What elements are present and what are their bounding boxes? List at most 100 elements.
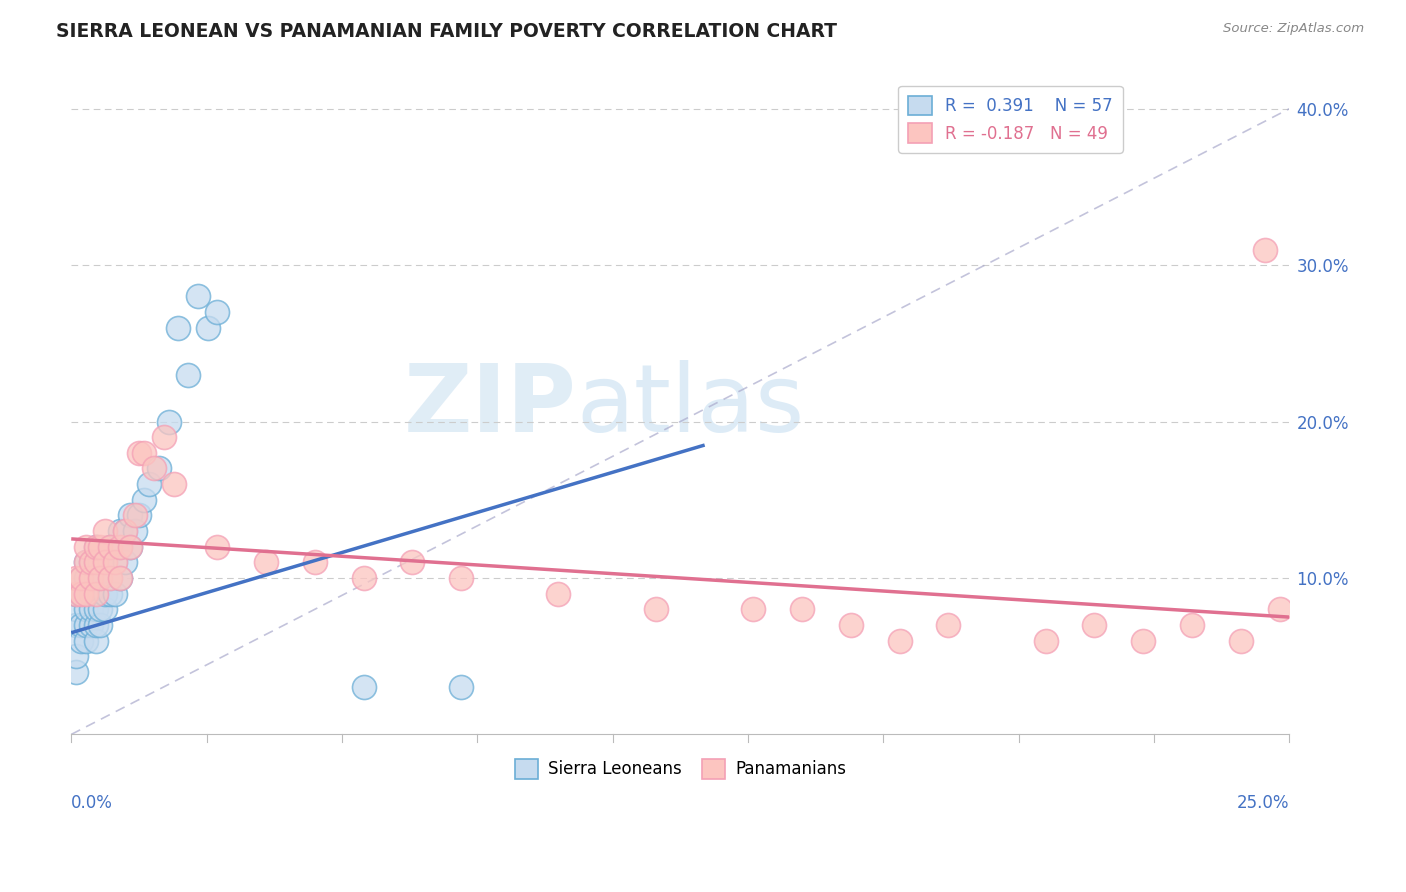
Point [89,571,111,585]
Point [70,587,93,601]
Point [98,571,121,585]
Point [108,540,131,554]
Point [1268,602,1291,616]
Point [70,633,93,648]
Point [84,602,107,616]
Point [65,571,87,585]
Point [197,320,219,334]
Legend: Sierra Leoneans, Panamanians: Sierra Leoneans, Panamanians [508,753,852,785]
Point [104,587,127,601]
Point [128,508,150,523]
Point [65,602,87,616]
Point [108,571,131,585]
Point [167,320,190,334]
Point [98,571,121,585]
Point [84,540,107,554]
Point [645,602,668,616]
Point [70,587,93,601]
Point [70,618,93,632]
Text: atlas: atlas [576,360,806,452]
Point [98,587,121,601]
Text: Source: ZipAtlas.com: Source: ZipAtlas.com [1223,22,1364,36]
Point [114,555,136,569]
Point [104,555,127,569]
Point [84,587,107,601]
Point [304,555,326,569]
Point [153,430,176,444]
Point [80,618,103,632]
Point [80,555,103,569]
Point [889,633,911,648]
Point [84,555,107,569]
Point [124,508,146,523]
Point [65,587,87,601]
Point [207,540,229,554]
Point [114,524,136,538]
Point [89,555,111,569]
Point [84,571,107,585]
Point [75,602,97,616]
Point [162,477,184,491]
Point [98,540,121,554]
Point [84,555,107,569]
Point [936,618,959,632]
Point [148,461,170,475]
Point [108,540,131,554]
Point [1083,618,1105,632]
Point [75,555,97,569]
Point [80,555,103,569]
Point [108,524,131,538]
Point [1132,633,1154,648]
Point [254,555,277,569]
Point [353,681,375,695]
Point [75,587,97,601]
Point [70,571,93,585]
Point [1229,633,1251,648]
Point [839,618,862,632]
Point [75,571,97,585]
Point [1181,618,1204,632]
Point [94,602,117,616]
Point [134,492,156,507]
Point [138,477,160,491]
Point [207,305,229,319]
Point [94,524,117,538]
Point [353,571,375,585]
Point [547,587,569,601]
Point [94,555,117,569]
Point [89,618,111,632]
Point [89,602,111,616]
Point [98,540,121,554]
Point [84,587,107,601]
Point [450,571,472,585]
Point [94,587,117,601]
Point [75,618,97,632]
Point [65,587,87,601]
Text: SIERRA LEONEAN VS PANAMANIAN FAMILY POVERTY CORRELATION CHART: SIERRA LEONEAN VS PANAMANIAN FAMILY POVE… [56,22,837,41]
Point [89,571,111,585]
Point [108,571,131,585]
Point [94,555,117,569]
Point [65,649,87,664]
Point [114,524,136,538]
Point [75,555,97,569]
Text: ZIP: ZIP [404,360,576,452]
Point [1035,633,1057,648]
Point [84,618,107,632]
Point [450,681,472,695]
Point [65,665,87,679]
Point [187,289,209,303]
Point [157,415,180,429]
Point [177,368,200,382]
Point [84,540,107,554]
Point [84,633,107,648]
Point [104,555,127,569]
Point [742,602,765,616]
Point [134,446,156,460]
Point [65,618,87,632]
Point [128,446,150,460]
Point [75,540,97,554]
Text: 25.0%: 25.0% [1237,794,1289,812]
Point [1254,243,1277,257]
Point [118,540,141,554]
